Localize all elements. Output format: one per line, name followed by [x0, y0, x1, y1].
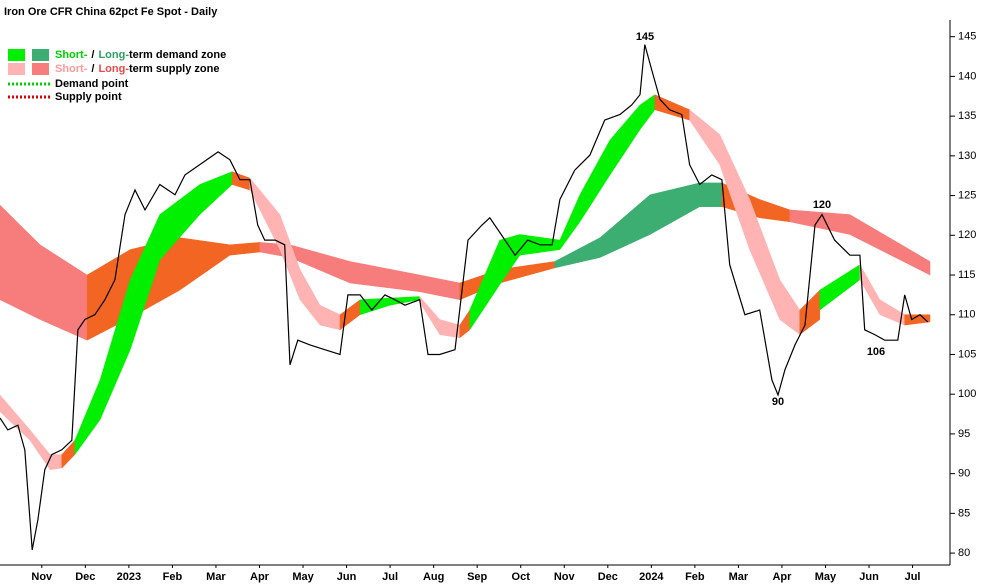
annotation: 90 — [772, 396, 784, 408]
legend-text-part: Short- — [55, 63, 88, 75]
annotation: 120 — [813, 199, 831, 211]
x-tick-label: Dec — [598, 571, 618, 583]
legend-text-part: Short- — [55, 49, 88, 61]
annotation: 106 — [867, 346, 885, 358]
legend-swatch — [32, 49, 49, 61]
legend-text-part: Long- — [98, 49, 129, 61]
x-tick-label: Feb — [163, 571, 183, 583]
zone-band — [339, 299, 361, 331]
legend: Short- / Long-term demand zone Short- / Long-… — [8, 49, 226, 103]
x-tick-label: Nov — [31, 571, 53, 583]
annotation: 145 — [636, 31, 654, 43]
x-tick-label: Apr — [772, 571, 792, 583]
legend-text-part: term demand zone — [129, 49, 226, 61]
zone-band — [459, 309, 471, 339]
y-tick-label: 115 — [958, 269, 976, 281]
legend-text-part: / — [91, 63, 94, 75]
y-tick-label: 100 — [958, 388, 976, 400]
x-tick-label: Sep — [467, 571, 487, 583]
zone-band — [231, 171, 251, 191]
zone-band — [819, 264, 861, 311]
x-tick-label: Nov — [554, 571, 576, 583]
x-tick-label: Jul — [382, 571, 398, 583]
legend-text-part: Supply point — [55, 91, 122, 103]
legend-text-part: Long- — [98, 63, 129, 75]
legend-text-part: / — [91, 49, 94, 61]
zone-band — [789, 209, 931, 276]
zone-band — [61, 439, 76, 469]
legend-swatch — [32, 63, 49, 75]
legend-swatch — [8, 63, 25, 75]
x-tick-label: Jun — [337, 571, 357, 583]
x-tick-label: Aug — [423, 571, 444, 583]
zone-band — [469, 94, 656, 331]
y-tick-label: 95 — [958, 428, 970, 440]
y-tick-label: 120 — [958, 229, 976, 241]
x-tick-label: May — [815, 571, 837, 583]
zone-band — [419, 295, 461, 339]
y-tick-label: 90 — [958, 468, 970, 480]
x-tick-label: Mar — [729, 571, 749, 583]
y-tick-label: 125 — [958, 189, 976, 201]
legend-swatch — [8, 49, 25, 61]
price-line — [0, 44, 929, 551]
legend-label: Short- / Long-term supply zone — [55, 63, 219, 75]
x-tick-label: Feb — [685, 571, 705, 583]
y-tick-label: 140 — [958, 70, 976, 82]
y-tick-label: 135 — [958, 110, 976, 122]
price-lines: 145 120 90 106 — [0, 31, 929, 551]
x-tick-label: Dec — [75, 571, 95, 583]
zone-band — [689, 109, 801, 336]
y-tick-label: 130 — [958, 150, 976, 162]
legend-label: Short- / Long-term demand zone — [55, 49, 226, 61]
y-tick-label: 145 — [958, 31, 976, 43]
x-tick-label: Apr — [250, 571, 270, 583]
legend-label: Demand point — [55, 78, 129, 90]
x-tick-label: Jul — [905, 571, 921, 583]
y-tick-label: 80 — [958, 547, 970, 559]
x-tick-label: 2024 — [639, 571, 664, 583]
y-tick-label: 105 — [958, 348, 976, 360]
x-tick-label: Oct — [512, 571, 531, 583]
x-tick-label: 2023 — [117, 571, 141, 583]
legend-text-part: Demand point — [55, 78, 129, 90]
chart-title: Iron Ore CFR China 62pct Fe Spot - Daily — [4, 6, 218, 18]
zones — [0, 94, 931, 470]
zone-band — [86, 237, 261, 341]
y-tick-label: 85 — [958, 507, 970, 519]
legend-label: Supply point — [55, 91, 122, 103]
legend-text-part: term supply zone — [129, 63, 219, 75]
zone-band — [0, 204, 88, 341]
y-tick-label: 110 — [958, 309, 976, 321]
zone-band — [799, 289, 821, 336]
zone-band — [859, 263, 905, 326]
x-tick-label: Mar — [206, 571, 226, 583]
zone-band — [0, 394, 63, 470]
x-tick-label: May — [292, 571, 314, 583]
axes: 80 85 90 95 100 105 110 115 120 125 130 135 140 145 No… — [0, 20, 976, 583]
x-tick-label: Jun — [859, 571, 879, 583]
